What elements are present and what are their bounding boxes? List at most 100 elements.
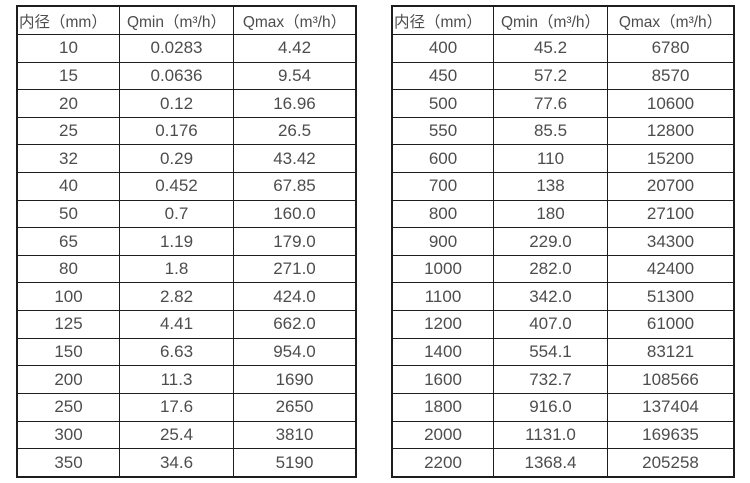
table-cell: 42400 (607, 254, 735, 284)
table-cell: 342.0 (493, 282, 608, 312)
table-cell: 26.5 (233, 116, 357, 146)
flow-spec-table-large-diameters: 内径（mm） Qmin（m³/h） Qmax（m³/h） 400 45.2 6780 45… (391, 5, 735, 478)
table-row: 600 110 15200 (391, 144, 735, 174)
column-header: Qmax（m³/h） (233, 5, 357, 35)
table-cell: 0.29 (119, 144, 234, 174)
table-cell: 900 (391, 227, 494, 256)
table-row: 1100 342.0 51300 (391, 282, 735, 312)
table-cell: 17.6 (119, 392, 234, 422)
table-row: 20 0.12 16.96 (16, 89, 357, 118)
table-cell: 43.42 (233, 144, 357, 174)
table-row: 400 45.2 6780 (391, 34, 735, 63)
table-body: 400 45.2 6780 450 57.2 8570 500 77.6 10600 550 85.… (391, 34, 735, 478)
table-cell: 100 (16, 282, 120, 312)
table-row: 550 85.5 12800 (391, 116, 735, 146)
table-row: 50 0.7 160.0 (16, 199, 357, 229)
table-cell: 4.41 (119, 310, 234, 339)
table-cell: 15 (16, 61, 120, 91)
table-cell: 110 (493, 144, 608, 174)
table-cell: 250 (16, 392, 120, 422)
table-cell: 1690 (233, 365, 357, 394)
table-cell: 6.63 (119, 337, 234, 367)
column-header: 内径（mm） (391, 5, 494, 35)
flow-spec-table-small-diameters: 内径（mm） Qmin（m³/h） Qmax（m³/h） 10 0.0283 4.42 1… (16, 5, 357, 478)
table-cell: 2.82 (119, 282, 234, 312)
table-row: 350 34.6 5190 (16, 448, 357, 478)
table-row: 125 4.41 662.0 (16, 310, 357, 339)
table-cell: 0.176 (119, 116, 234, 146)
table-cell: 1100 (391, 282, 494, 312)
table-row: 200 11.3 1690 (16, 365, 357, 394)
table-cell: 400 (391, 34, 494, 63)
table-row: 15 0.0636 9.54 (16, 61, 357, 91)
table-cell: 0.0636 (119, 61, 234, 91)
table-cell: 450 (391, 61, 494, 91)
table-cell: 25 (16, 116, 120, 146)
table-cell: 600 (391, 144, 494, 174)
table-row: 10 0.0283 4.42 (16, 34, 357, 63)
table-cell: 6780 (607, 34, 735, 63)
table-cell: 424.0 (233, 282, 357, 312)
table-cell: 554.1 (493, 337, 608, 367)
table-cell: 25.4 (119, 420, 234, 450)
table-cell: 80 (16, 254, 120, 284)
table-row: 1200 407.0 61000 (391, 310, 735, 339)
table-cell: 229.0 (493, 227, 608, 256)
table-cell: 8570 (607, 61, 735, 91)
table-row: 40 0.452 67.85 (16, 172, 357, 201)
table-cell: 65 (16, 227, 120, 256)
table-row: 900 229.0 34300 (391, 227, 735, 256)
table-row: 2200 1368.4 205258 (391, 448, 735, 478)
table-cell: 1800 (391, 392, 494, 422)
table-cell: 300 (16, 420, 120, 450)
table-cell: 800 (391, 199, 494, 229)
table-cell: 16.96 (233, 89, 357, 118)
table-cell: 20 (16, 89, 120, 118)
table-cell: 138 (493, 172, 608, 201)
table-cell: 1.19 (119, 227, 234, 256)
table-cell: 108566 (607, 365, 735, 394)
table-cell: 34.6 (119, 448, 234, 478)
table-cell: 10600 (607, 89, 735, 118)
table-cell: 916.0 (493, 392, 608, 422)
table-cell: 2650 (233, 392, 357, 422)
table-cell: 125 (16, 310, 120, 339)
table-row: 2000 1131.0 169635 (391, 420, 735, 450)
table-cell: 20700 (607, 172, 735, 201)
table-row: 100 2.82 424.0 (16, 282, 357, 312)
table-cell: 1.8 (119, 254, 234, 284)
table-cell: 1400 (391, 337, 494, 367)
table-cell: 160.0 (233, 199, 357, 229)
table-cell: 1200 (391, 310, 494, 339)
column-header: Qmax（m³/h） (607, 5, 735, 35)
table-cell: 67.85 (233, 172, 357, 201)
table-cell: 954.0 (233, 337, 357, 367)
table-row: 450 57.2 8570 (391, 61, 735, 91)
table-cell: 5190 (233, 448, 357, 478)
table-cell: 85.5 (493, 116, 608, 146)
table-cell: 1600 (391, 365, 494, 394)
header-row: 内径（mm） Qmin（m³/h） Qmax（m³/h） (16, 5, 357, 35)
table-row: 1000 282.0 42400 (391, 254, 735, 284)
header-row: 内径（mm） Qmin（m³/h） Qmax（m³/h） (391, 5, 735, 35)
table-cell: 4.42 (233, 34, 357, 63)
table-cell: 12800 (607, 116, 735, 146)
table-row: 65 1.19 179.0 (16, 227, 357, 256)
table-body: 10 0.0283 4.42 15 0.0636 9.54 20 0.12 16.96 25 0.1… (16, 34, 357, 478)
table-cell: 51300 (607, 282, 735, 312)
table-row: 300 25.4 3810 (16, 420, 357, 450)
table-cell: 27100 (607, 199, 735, 229)
table-cell: 180 (493, 199, 608, 229)
table-cell: 137404 (607, 392, 735, 422)
table-cell: 205258 (607, 448, 735, 478)
table-cell: 2000 (391, 420, 494, 450)
table-cell: 77.6 (493, 89, 608, 118)
table-cell: 10 (16, 34, 120, 63)
table-cell: 1000 (391, 254, 494, 284)
table-row: 80 1.8 271.0 (16, 254, 357, 284)
table-row: 250 17.6 2650 (16, 392, 357, 422)
table-cell: 0.452 (119, 172, 234, 201)
table-cell: 662.0 (233, 310, 357, 339)
table-cell: 0.12 (119, 89, 234, 118)
